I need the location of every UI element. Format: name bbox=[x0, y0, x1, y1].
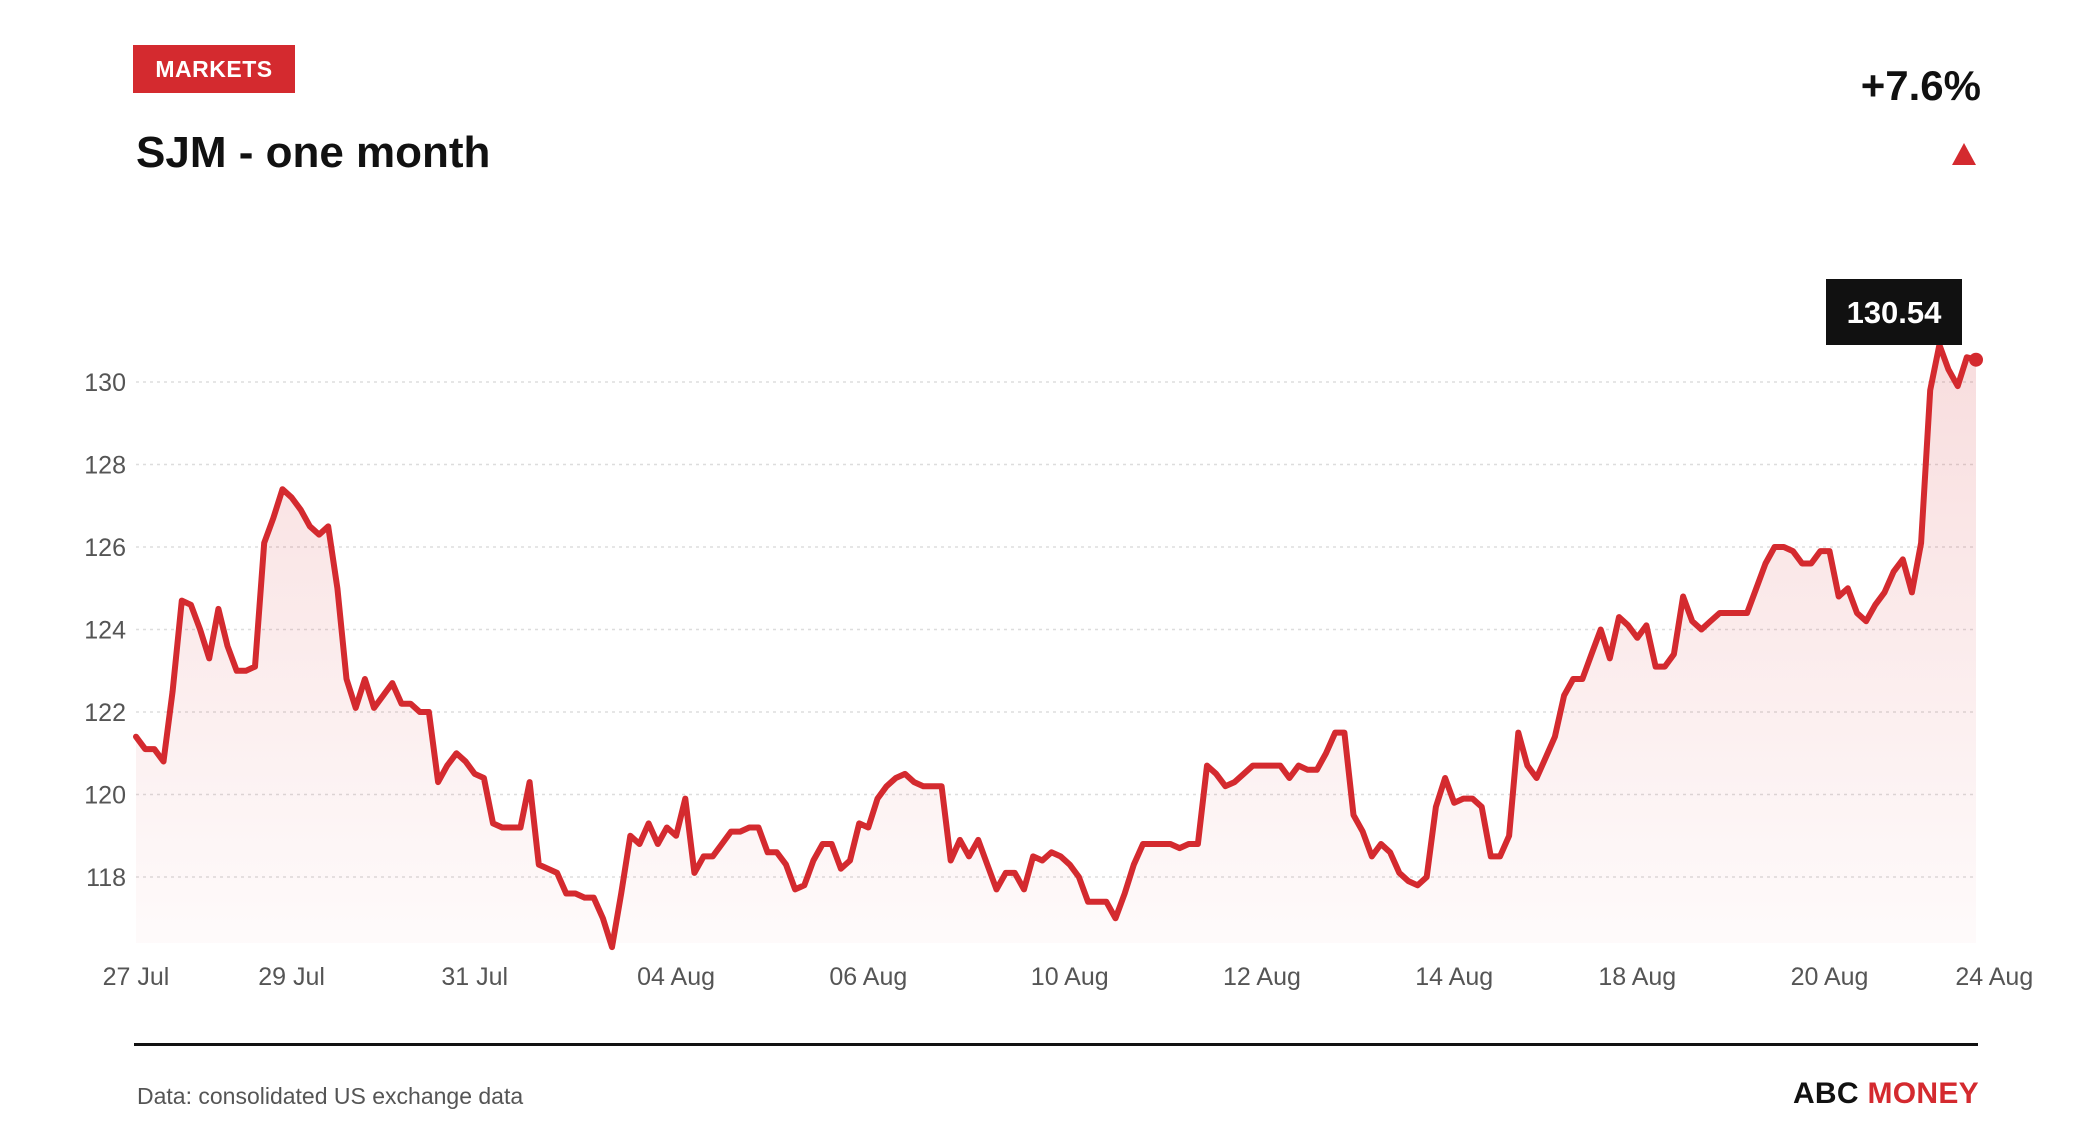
x-tick-label: 06 Aug bbox=[829, 963, 907, 991]
last-price-tooltip: 130.54 bbox=[1826, 279, 1962, 345]
brand-name-money: MONEY bbox=[1867, 1077, 1979, 1110]
y-tick-label: 122 bbox=[84, 699, 126, 727]
x-tick-label: 12 Aug bbox=[1223, 963, 1301, 991]
x-axis: 27 Jul 29 Jul 31 Jul 04 Aug 06 Aug 10 Aug 12 A… bbox=[103, 963, 2034, 991]
y-tick-label: 130 bbox=[84, 369, 126, 397]
y-tick-label: 128 bbox=[84, 452, 126, 480]
x-tick-label: 27 Jul bbox=[103, 963, 170, 991]
section-badge: MARKETS bbox=[133, 45, 295, 93]
price-chart: 118 120 122 124 126 128 130 27 Jul 29 Jul 31 Jul… bbox=[84, 279, 2034, 991]
x-tick-label: 04 Aug bbox=[637, 963, 715, 991]
brand-logo: ABC MONEY bbox=[1793, 1077, 1979, 1111]
y-tick-label: 124 bbox=[84, 617, 126, 645]
brand-name-abc: ABC bbox=[1792, 1077, 1859, 1110]
x-tick-label: 14 Aug bbox=[1415, 963, 1493, 991]
x-tick-label: 10 Aug bbox=[1031, 963, 1109, 991]
x-tick-label: 29 Jul bbox=[258, 963, 325, 991]
x-tick-label: 20 Aug bbox=[1791, 963, 1869, 991]
percent-change: +7.6% bbox=[1860, 62, 1981, 109]
y-tick-label: 118 bbox=[86, 864, 126, 892]
chart-title: SJM - one month bbox=[136, 128, 491, 177]
y-axis: 118 120 122 124 126 128 130 bbox=[84, 369, 126, 892]
price-line bbox=[133, 341, 1979, 951]
price-area bbox=[136, 344, 1976, 948]
x-tick-label: 24 Aug bbox=[1955, 963, 2033, 991]
last-price-dot bbox=[1969, 352, 1983, 367]
y-tick-label: 126 bbox=[84, 534, 126, 562]
last-price-label: 130.54 bbox=[1847, 295, 1943, 330]
y-tick-label: 120 bbox=[84, 782, 126, 810]
x-tick-label: 31 Jul bbox=[441, 963, 508, 991]
data-source: Data: consolidated US exchange data bbox=[137, 1083, 524, 1109]
x-tick-label: 18 Aug bbox=[1598, 963, 1676, 991]
footer-divider bbox=[134, 1043, 1978, 1046]
up-arrow-icon bbox=[1952, 143, 1976, 165]
